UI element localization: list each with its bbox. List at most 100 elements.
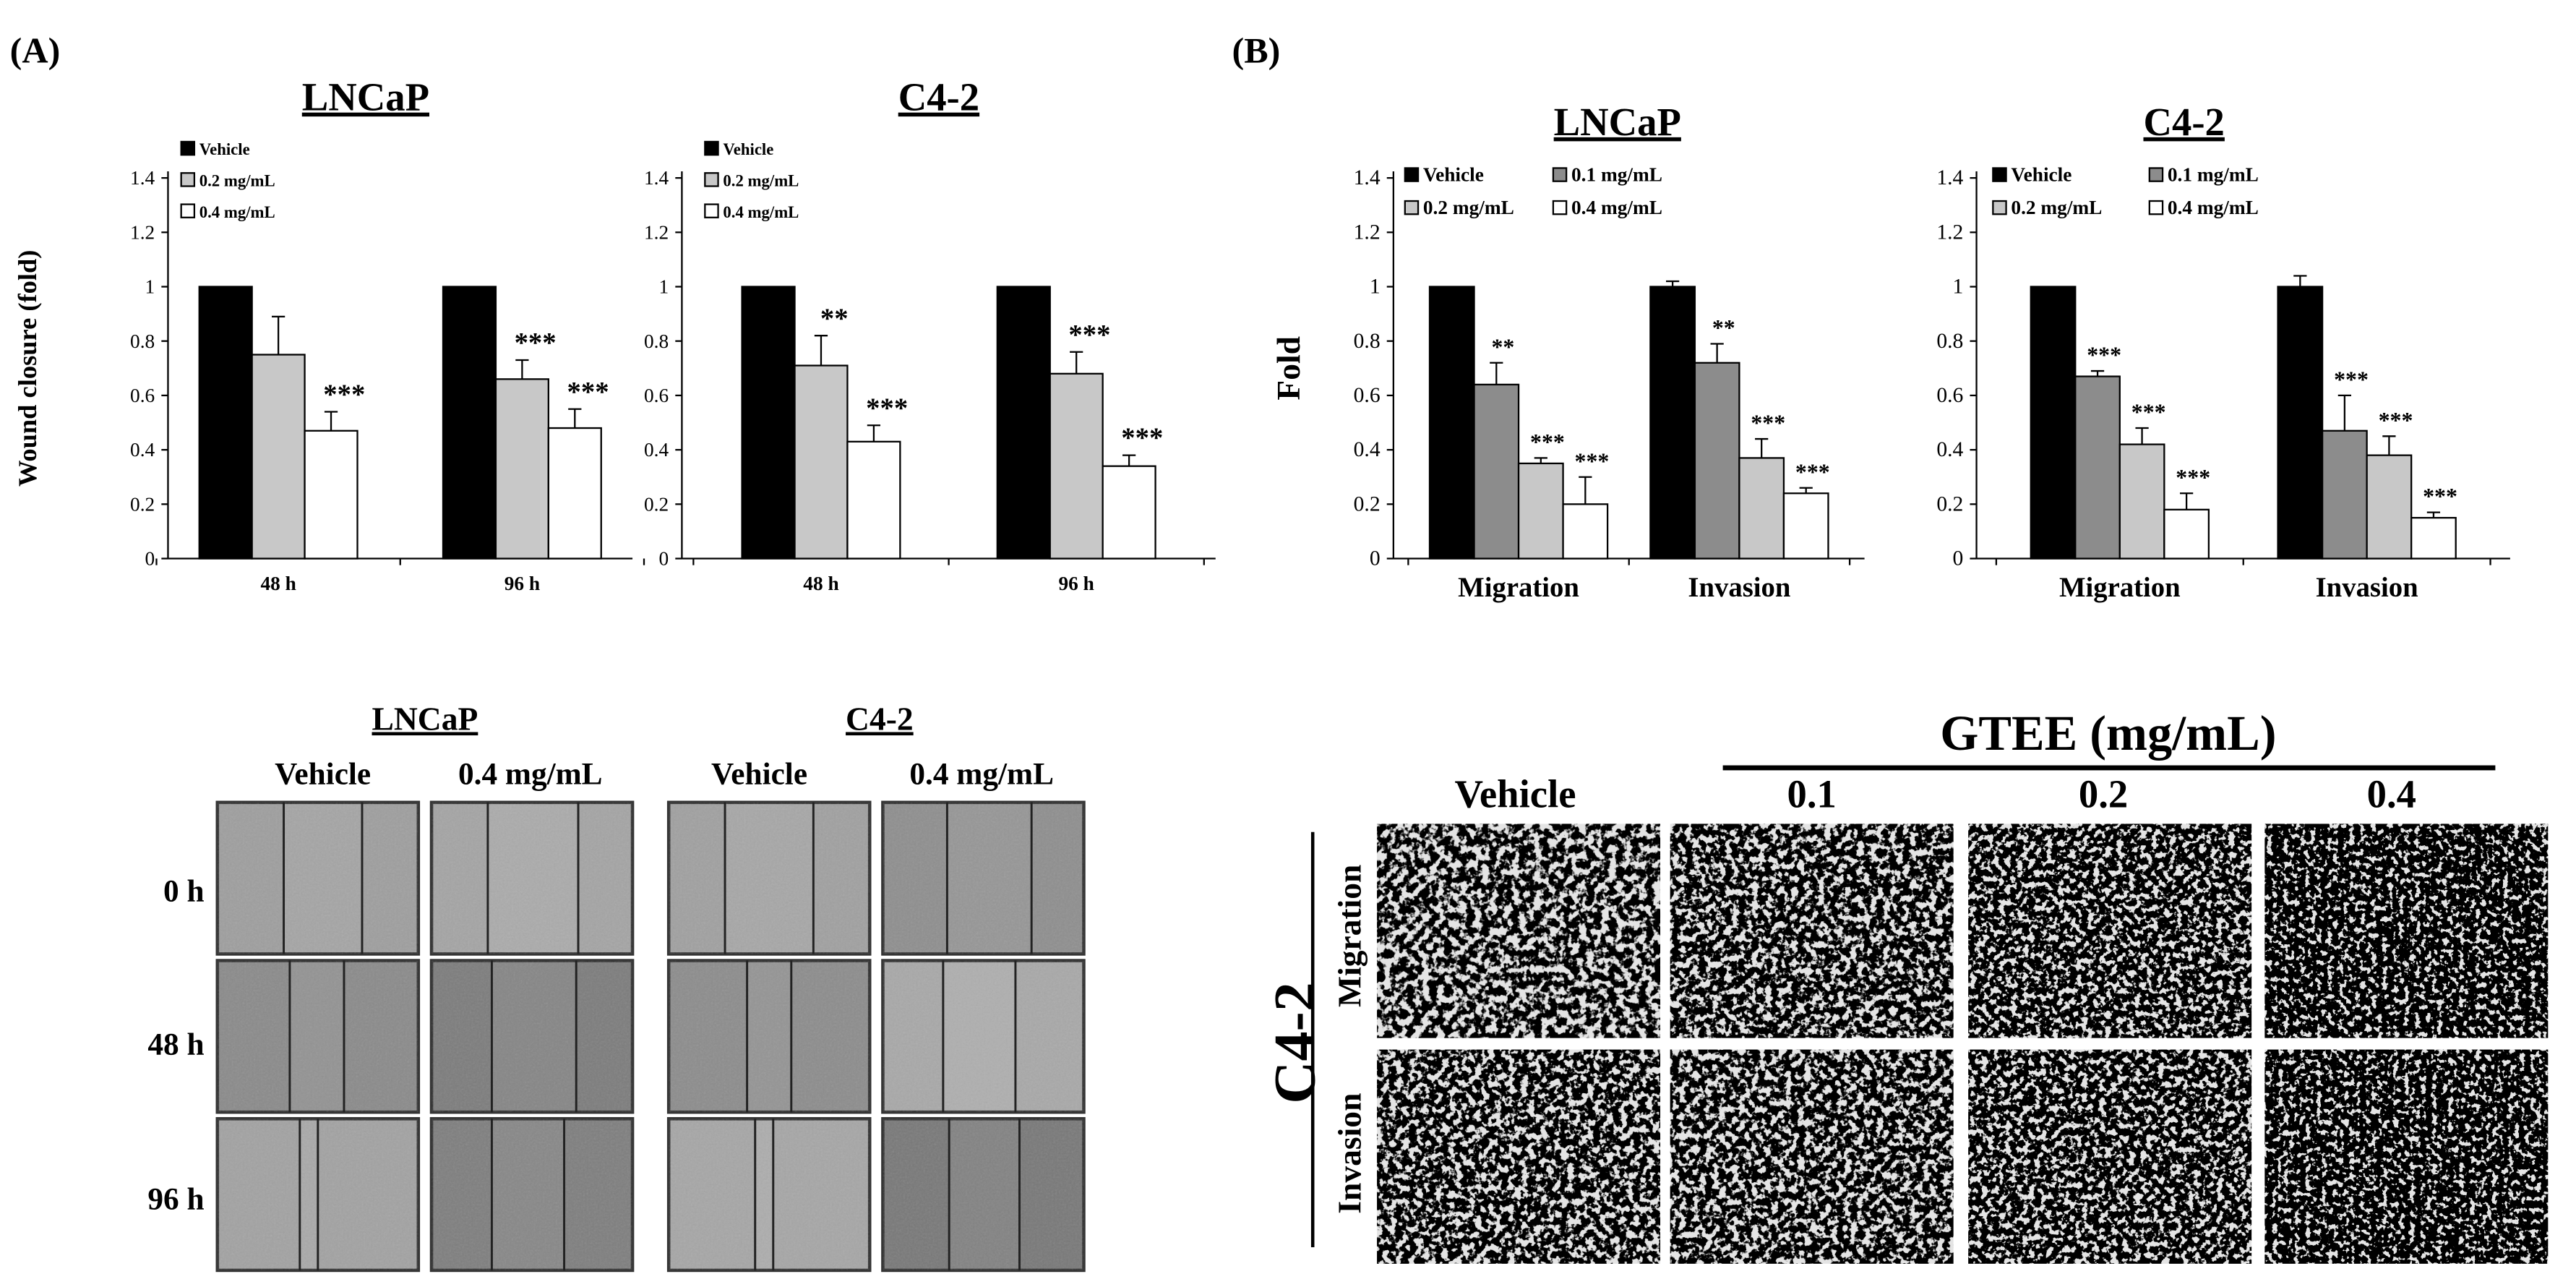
bar	[1562, 503, 1609, 560]
significance-label: ***	[1068, 319, 1110, 350]
y-tick-label: 0.8	[130, 330, 155, 352]
bar	[1649, 286, 1696, 560]
legend-label: Vehicle	[723, 140, 773, 158]
legend-label: 0.2 mg/mL	[723, 172, 799, 190]
x-category-label: Migration	[1458, 572, 1579, 603]
legend-label: Vehicle	[199, 140, 250, 158]
wound-col-label: 0.4 mg/mL	[909, 757, 1054, 792]
y-tick-label: 0.6	[130, 385, 155, 406]
legend-swatch	[180, 172, 196, 187]
y-tick-label: 1	[1953, 275, 1964, 299]
wound-image-grain	[432, 1119, 633, 1270]
y-tick-label: 1.2	[130, 221, 155, 243]
transwell-cell-stain	[1670, 824, 1954, 1038]
y-tick-label: 0	[145, 548, 155, 570]
wound-gap-area	[755, 1120, 773, 1269]
panel-label-b: (B)	[1232, 30, 1281, 71]
bar	[1517, 462, 1564, 560]
x-category-label: Invasion	[1688, 572, 1790, 603]
transwell-cell-stain	[2264, 1049, 2549, 1264]
wound-image-cells	[215, 800, 1086, 1273]
wound-row-label: 48 h	[147, 1027, 204, 1061]
y-tick-label: 1.4	[1936, 166, 1963, 189]
bar	[198, 286, 253, 560]
transwell-cell-line-label: C4-2	[1261, 982, 1327, 1104]
y-tick-label: 0.4	[130, 439, 155, 461]
wound-gap-area	[491, 1120, 564, 1269]
legend-label: 0.2 mg/mL	[1423, 197, 1514, 218]
wound-gap-area	[943, 962, 1016, 1111]
significance-label: ***	[323, 379, 365, 410]
legend-swatch	[180, 203, 196, 218]
significance-label: ***	[1751, 411, 1785, 436]
wound-group-title-lncap: LNCaP	[372, 701, 478, 737]
wound-gap-area	[725, 804, 814, 953]
significance-label: ***	[866, 393, 908, 424]
y-axis-label: Fold	[1270, 336, 1307, 401]
y-tick-label: 1.2	[1936, 221, 1963, 244]
transwell-col-label: 0.1	[1787, 772, 1837, 816]
y-tick-label: 1	[1370, 275, 1381, 299]
y-tick-label: 0	[1953, 547, 1964, 570]
y-tick-label: 1.4	[1354, 166, 1381, 189]
wound-gap-area	[747, 962, 791, 1111]
legend-label: 0.4 mg/mL	[199, 203, 275, 221]
transwell-row-label: Invasion	[1331, 1093, 1368, 1214]
chart-title: LNCaP	[302, 75, 429, 119]
bar	[1693, 362, 1740, 560]
wound-col-label: Vehicle	[711, 757, 807, 792]
y-tick-label: 0.4	[644, 439, 669, 461]
legend-label: 0.2 mg/mL	[2011, 197, 2102, 218]
legend-label: 0.1 mg/mL	[1571, 164, 1662, 186]
legend-swatch	[704, 140, 719, 156]
x-category-label: 96 h	[1059, 573, 1094, 594]
bar	[494, 378, 549, 560]
y-tick-label: 0.4	[1936, 438, 1963, 461]
significance-label: ***	[2087, 343, 2121, 368]
wound-gap-area	[283, 804, 362, 953]
bar	[1473, 383, 1520, 560]
y-tick-label: 0.6	[1354, 384, 1381, 407]
significance-label: ***	[2423, 484, 2457, 509]
y-tick-label: 0	[1370, 547, 1381, 570]
transwell-cell-stain	[1377, 824, 1661, 1038]
legend-label: 0.4 mg/mL	[1571, 197, 1662, 218]
y-tick-label: 0.6	[1936, 384, 1963, 407]
significance-label: ***	[1575, 448, 1610, 474]
legend-label: 0.4 mg/mL	[2168, 197, 2259, 218]
bar	[2030, 286, 2077, 560]
bar	[1049, 372, 1104, 560]
y-tick-label: 0.4	[1354, 438, 1381, 461]
significance-label: ***	[2176, 465, 2210, 490]
wound-image-grain	[217, 960, 418, 1113]
legend-swatch	[704, 203, 719, 218]
bar	[2277, 286, 2324, 560]
significance-label: **	[820, 303, 849, 334]
bar	[1428, 286, 1475, 560]
transwell-cell-stain	[1670, 1049, 1954, 1264]
transwell-col-label: 0.4	[2367, 772, 2416, 816]
wound-gap-area	[947, 804, 1032, 953]
wound-gap-area	[491, 962, 577, 1111]
y-tick-label: 0.8	[1936, 330, 1963, 353]
legend-swatch	[1404, 167, 1420, 182]
wound-image-grain	[217, 802, 418, 954]
panel-label-a: (A)	[10, 30, 61, 71]
wound-gap-area	[299, 1120, 318, 1269]
chart-wound-lncap: LNCaP Wound closure (fold) 0 0.2 0.4 0.6 0.8 1 1…	[13, 75, 645, 594]
y-tick-label: 0.2	[644, 493, 669, 515]
x-category-label: 48 h	[803, 573, 838, 594]
legend-swatch	[2148, 167, 2164, 182]
wound-image-grid: LNCaP C4-2 Vehicle 0.4 mg/mL Vehicle 0.4…	[147, 701, 1086, 1273]
legend-swatch	[1552, 167, 1568, 182]
y-tick-label: 1.2	[1354, 221, 1381, 244]
bar	[846, 440, 901, 560]
wound-col-label: Vehicle	[275, 757, 371, 792]
x-category-label: Migration	[2059, 572, 2181, 603]
x-category-label: 48 h	[260, 573, 296, 594]
legend-swatch	[2148, 200, 2164, 215]
significance-label: ***	[1795, 459, 1830, 484]
y-tick-label: 1.2	[644, 221, 669, 243]
transwell-image-grid: GTEE (mg/mL) Vehicle 0.1 0.2 0.4 C4-2 Mi…	[1261, 706, 2549, 1264]
